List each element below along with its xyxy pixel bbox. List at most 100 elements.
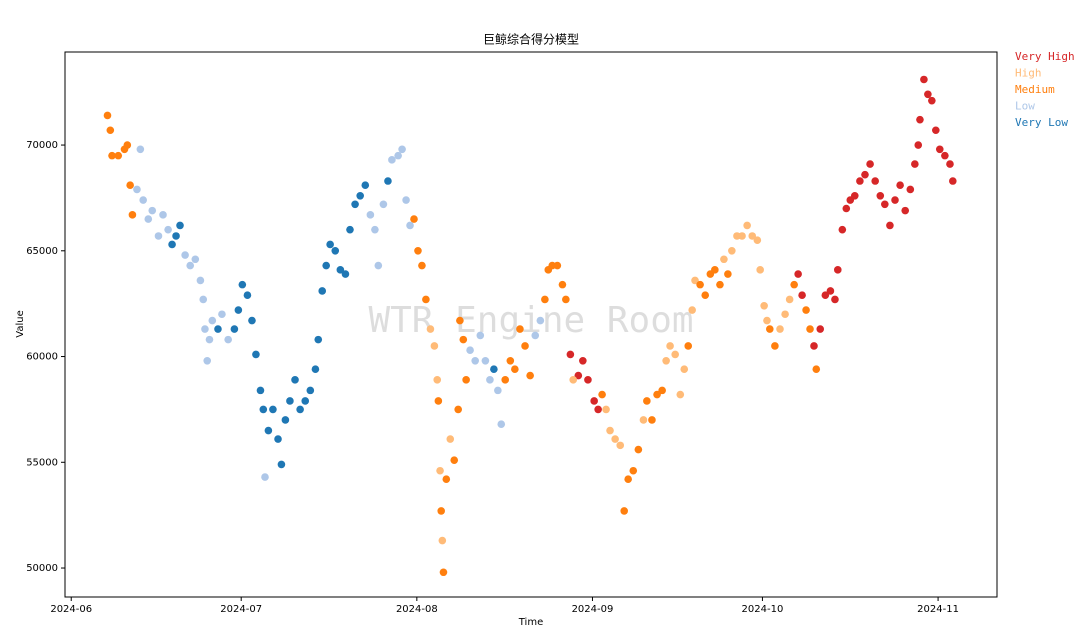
point — [256, 386, 265, 395]
point — [826, 287, 835, 295]
point — [454, 405, 462, 414]
point — [531, 331, 540, 340]
point — [701, 291, 710, 300]
point — [716, 280, 724, 289]
point — [136, 145, 145, 154]
point — [497, 420, 506, 429]
y-tick-label: 55000 — [26, 457, 58, 468]
point — [199, 295, 208, 304]
point — [114, 151, 123, 160]
point — [418, 261, 426, 270]
point — [374, 261, 383, 270]
point — [201, 325, 209, 333]
point — [398, 145, 406, 154]
point — [426, 325, 435, 333]
point — [949, 177, 957, 185]
point — [760, 301, 768, 310]
watermark: WTR Engine Room — [368, 300, 693, 341]
point — [658, 386, 666, 395]
point — [501, 376, 510, 384]
point — [191, 255, 200, 264]
point — [696, 280, 704, 289]
point — [906, 185, 915, 194]
legend-label: Low — [1015, 100, 1035, 113]
point — [366, 211, 375, 219]
point — [506, 356, 515, 365]
point — [318, 287, 327, 295]
point — [671, 350, 679, 359]
point — [871, 177, 879, 185]
point — [935, 145, 944, 154]
point — [481, 356, 490, 365]
point — [766, 325, 774, 333]
point — [133, 185, 141, 194]
point — [144, 215, 153, 223]
point — [876, 192, 885, 200]
point — [806, 325, 814, 333]
point — [168, 240, 176, 249]
y-tick-label: 65000 — [26, 246, 58, 257]
point — [371, 225, 379, 234]
point — [574, 371, 583, 380]
point — [252, 350, 260, 359]
point — [422, 295, 430, 304]
point — [798, 291, 806, 300]
point — [711, 266, 719, 274]
point — [941, 151, 949, 160]
point — [306, 386, 315, 395]
point — [584, 376, 592, 384]
point — [812, 365, 821, 374]
point — [286, 397, 294, 405]
point — [203, 356, 212, 365]
point — [946, 160, 954, 168]
point — [891, 196, 899, 204]
point — [911, 160, 919, 168]
point — [606, 426, 614, 435]
point — [521, 342, 529, 350]
point — [562, 295, 570, 304]
point — [602, 405, 610, 414]
point — [126, 181, 134, 190]
point — [794, 270, 802, 278]
point — [248, 316, 256, 325]
point — [402, 196, 410, 204]
point — [291, 376, 299, 384]
point — [106, 126, 115, 135]
point — [261, 473, 269, 481]
point — [924, 90, 932, 99]
point — [361, 181, 370, 190]
point — [743, 221, 751, 230]
point — [781, 310, 789, 319]
point — [277, 460, 286, 469]
point — [281, 416, 290, 424]
point — [753, 236, 762, 245]
point — [720, 255, 728, 264]
point — [833, 266, 842, 274]
point — [662, 356, 670, 365]
x-tick-label: 2024-11 — [917, 604, 959, 615]
point — [790, 280, 798, 289]
point — [123, 141, 132, 149]
point — [886, 221, 894, 230]
point — [553, 261, 562, 270]
point — [128, 211, 137, 219]
point — [439, 568, 448, 577]
point — [176, 221, 184, 230]
point — [881, 200, 889, 209]
point — [821, 291, 830, 300]
point — [594, 405, 602, 414]
point — [590, 397, 598, 405]
point — [433, 376, 442, 384]
point — [311, 365, 320, 374]
point — [598, 390, 606, 399]
legend-label: Medium — [1015, 83, 1055, 96]
point — [384, 177, 392, 185]
point — [861, 170, 869, 179]
point — [462, 376, 470, 384]
plot-frame — [64, 51, 998, 598]
y-tick-label: 50000 — [26, 563, 58, 574]
point — [326, 240, 334, 249]
point — [569, 376, 578, 384]
point — [331, 246, 340, 255]
point — [214, 325, 222, 333]
